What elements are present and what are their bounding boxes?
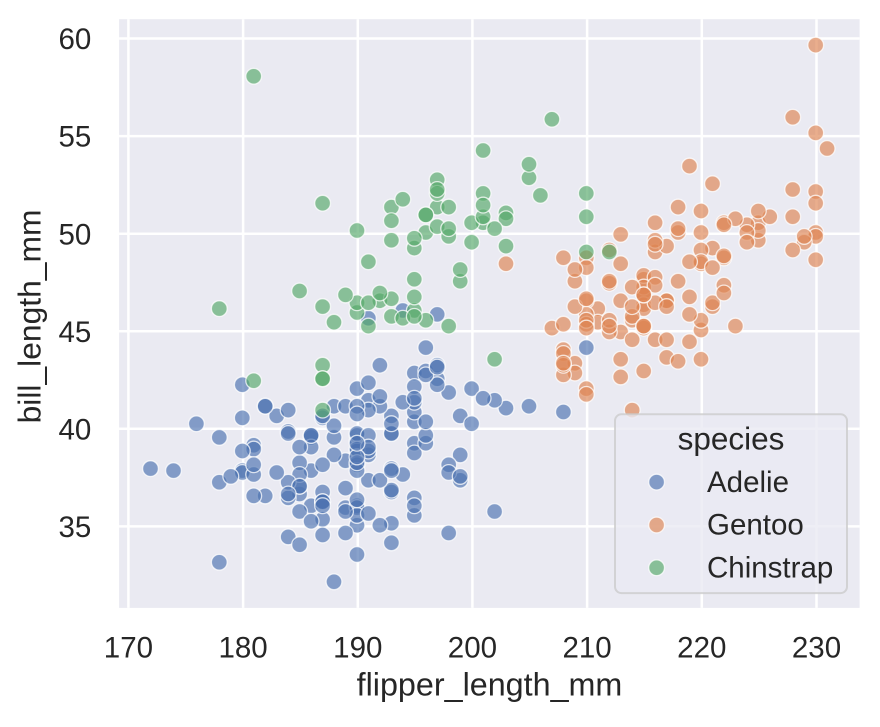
svg-text:35: 35 [58, 511, 91, 544]
svg-text:bill_length_mm: bill_length_mm [12, 210, 48, 424]
svg-text:190: 190 [333, 632, 382, 665]
svg-text:50: 50 [58, 218, 91, 251]
svg-text:Adelie: Adelie [707, 466, 789, 499]
svg-text:Gentoo: Gentoo [707, 509, 804, 542]
svg-text:flipper_length_mm: flipper_length_mm [357, 667, 623, 703]
svg-text:210: 210 [562, 632, 611, 665]
svg-text:170: 170 [104, 632, 153, 665]
svg-text:200: 200 [448, 632, 497, 665]
svg-text:220: 220 [677, 632, 726, 665]
svg-text:species: species [678, 421, 785, 457]
svg-text:40: 40 [58, 413, 91, 446]
svg-text:55: 55 [58, 121, 91, 154]
svg-text:180: 180 [218, 632, 267, 665]
svg-text:45: 45 [58, 316, 91, 349]
svg-text:60: 60 [58, 23, 91, 56]
svg-text:Chinstrap: Chinstrap [707, 551, 833, 584]
svg-text:230: 230 [792, 632, 841, 665]
